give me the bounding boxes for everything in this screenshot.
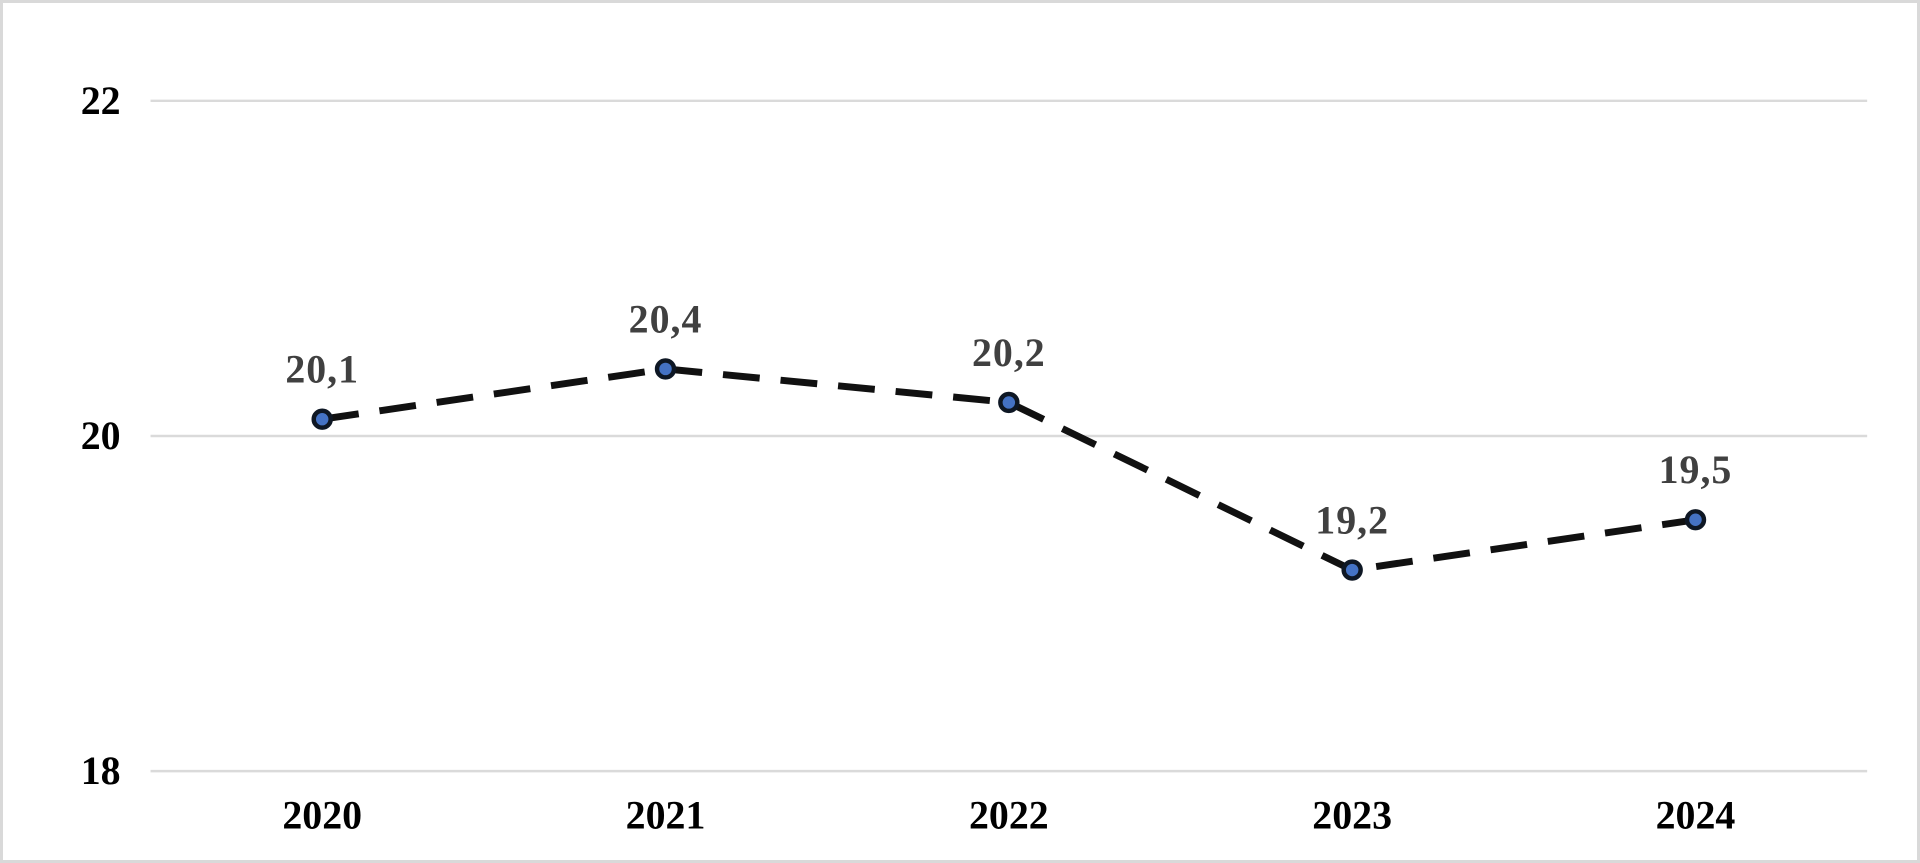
data-point-label: 19,5	[1659, 448, 1733, 492]
y-axis-tick-label: 18	[81, 749, 121, 793]
data-point-label: 20,1	[285, 348, 359, 392]
data-point-marker	[654, 358, 677, 380]
line-chart: 22 20 18 2020 2021 2022 2023 2024 20,1 20,4 20,2 19…	[81, 79, 1868, 837]
x-axis-tick-label: 2021	[626, 793, 706, 837]
x-axis-tick-label: 2023	[1312, 793, 1392, 837]
series-line	[321, 365, 1697, 574]
data-point-label: 20,4	[629, 297, 703, 341]
data-point-marker	[311, 408, 333, 430]
data-point-label: 19,2	[1315, 498, 1389, 542]
data-point-marker	[1341, 559, 1363, 581]
data-point-marker	[998, 391, 1020, 414]
y-axis-tick-label: 22	[81, 79, 121, 123]
x-axis-tick-label: 2024	[1656, 793, 1736, 837]
y-axis-tick-label: 20	[81, 414, 121, 458]
x-axis-tick-label: 2022	[969, 793, 1049, 837]
data-point-marker	[1684, 509, 1707, 531]
data-point-label: 20,2	[972, 331, 1046, 375]
x-axis-tick-label: 2020	[282, 793, 362, 837]
